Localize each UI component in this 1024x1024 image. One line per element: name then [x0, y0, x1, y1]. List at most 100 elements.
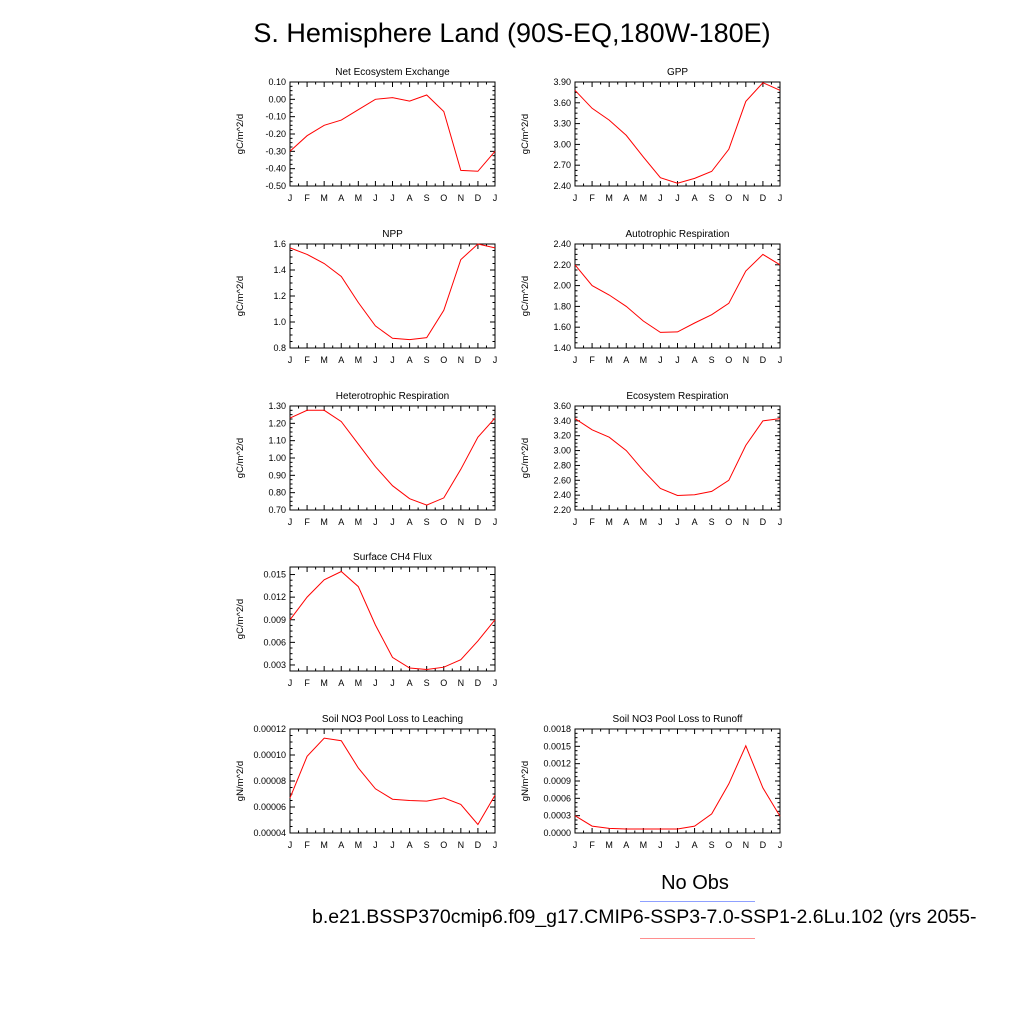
x-tick-label: S [424, 193, 430, 203]
x-tick-label: J [373, 355, 378, 365]
y-tick-label: 2.60 [553, 475, 571, 485]
y-axis-label: gN/m^2/d [520, 761, 531, 801]
x-tick-label: J [493, 840, 498, 850]
x-tick-label: F [304, 193, 310, 203]
y-tick-label: 3.40 [553, 416, 571, 426]
x-tick-label: J [373, 517, 378, 527]
series-line [289, 570, 496, 671]
x-tick-label: D [475, 517, 482, 527]
x-tick-label: N [458, 840, 465, 850]
x-tick-label: O [440, 355, 447, 365]
y-tick-label: -0.20 [265, 129, 286, 139]
x-tick-label: J [658, 840, 663, 850]
y-tick-label: 1.20 [268, 418, 286, 428]
x-tick-label: F [589, 355, 595, 365]
x-tick-label: J [778, 193, 783, 203]
x-tick-label: J [493, 678, 498, 688]
y-tick-label: 1.4 [273, 265, 286, 275]
y-axis-label: gC/m^2/d [520, 438, 531, 478]
x-tick-label: J [390, 678, 395, 688]
x-tick-label: J [658, 517, 663, 527]
panel-title: Soil NO3 Pool Loss to Leaching [322, 714, 463, 725]
x-tick-label: A [407, 193, 413, 203]
x-tick-label: A [692, 840, 698, 850]
y-tick-label: 0.0009 [543, 776, 571, 786]
y-tick-label: 0.90 [268, 470, 286, 480]
x-tick-label: J [658, 193, 663, 203]
legend-case-label: b.e21.BSSP370cmip6.f09_g17.CMIP6-SSP3-7.… [312, 906, 977, 928]
x-tick-label: A [692, 517, 698, 527]
x-tick-label: J [373, 678, 378, 688]
x-tick-label: N [743, 193, 750, 203]
series-line [289, 94, 496, 172]
x-tick-label: D [475, 193, 482, 203]
x-tick-label: J [288, 517, 293, 527]
x-tick-label: N [743, 840, 750, 850]
x-tick-label: F [304, 840, 310, 850]
x-tick-label: A [407, 355, 413, 365]
x-tick-label: O [725, 355, 732, 365]
panel-title: Heterotrophic Respiration [336, 391, 449, 402]
x-tick-label: A [338, 355, 344, 365]
x-tick-label: A [338, 678, 344, 688]
x-tick-label: N [458, 193, 465, 203]
x-tick-label: A [338, 840, 344, 850]
series-line [289, 243, 496, 341]
x-tick-label: D [760, 840, 767, 850]
x-tick-label: D [760, 517, 767, 527]
plot-frame [574, 405, 781, 511]
y-tick-label: 1.2 [273, 291, 286, 301]
x-tick-label: S [709, 840, 715, 850]
series-line [574, 418, 781, 497]
x-tick-label: A [692, 355, 698, 365]
plot-frame [289, 405, 496, 511]
y-tick-label: 3.30 [553, 119, 571, 129]
x-tick-label: N [458, 517, 465, 527]
x-tick-label: D [760, 193, 767, 203]
x-tick-label: O [725, 840, 732, 850]
y-axis-label: gC/m^2/d [235, 114, 246, 154]
panel-title: Autotrophic Respiration [626, 229, 730, 240]
y-tick-label: 2.70 [553, 160, 571, 170]
x-tick-label: O [725, 517, 732, 527]
x-tick-label: J [493, 355, 498, 365]
plot-frame [289, 243, 496, 349]
y-axis-label: gC/m^2/d [235, 276, 246, 316]
y-tick-label: -0.50 [265, 181, 286, 191]
x-tick-label: F [589, 193, 595, 203]
y-tick-label: 0.012 [263, 592, 286, 602]
x-tick-label: M [355, 840, 363, 850]
x-tick-label: M [320, 355, 328, 365]
x-tick-label: M [605, 517, 613, 527]
x-tick-label: A [623, 355, 629, 365]
x-tick-label: S [424, 840, 430, 850]
y-axis-label: gC/m^2/d [235, 438, 246, 478]
x-tick-label: J [390, 840, 395, 850]
y-tick-label: 3.90 [553, 77, 571, 87]
x-tick-label: A [623, 517, 629, 527]
x-tick-label: F [304, 678, 310, 688]
plot-frame [289, 728, 496, 834]
x-tick-label: J [573, 193, 578, 203]
y-tick-label: 1.6 [273, 239, 286, 249]
y-tick-label: 1.00 [268, 453, 286, 463]
x-tick-label: M [640, 355, 648, 365]
y-tick-label: 2.20 [553, 505, 571, 515]
x-tick-label: M [605, 355, 613, 365]
x-tick-label: J [373, 840, 378, 850]
x-tick-label: J [288, 840, 293, 850]
y-tick-label: 1.80 [553, 301, 571, 311]
legend-obs-line [640, 901, 755, 902]
panel-title: Soil NO3 Pool Loss to Runoff [613, 714, 743, 725]
page-title: S. Hemisphere Land (90S-EQ,180W-180E) [253, 18, 771, 48]
x-tick-label: M [320, 193, 328, 203]
x-tick-label: A [623, 840, 629, 850]
x-tick-label: J [675, 517, 680, 527]
x-tick-label: M [355, 678, 363, 688]
x-tick-label: J [390, 193, 395, 203]
series-line [574, 253, 781, 333]
